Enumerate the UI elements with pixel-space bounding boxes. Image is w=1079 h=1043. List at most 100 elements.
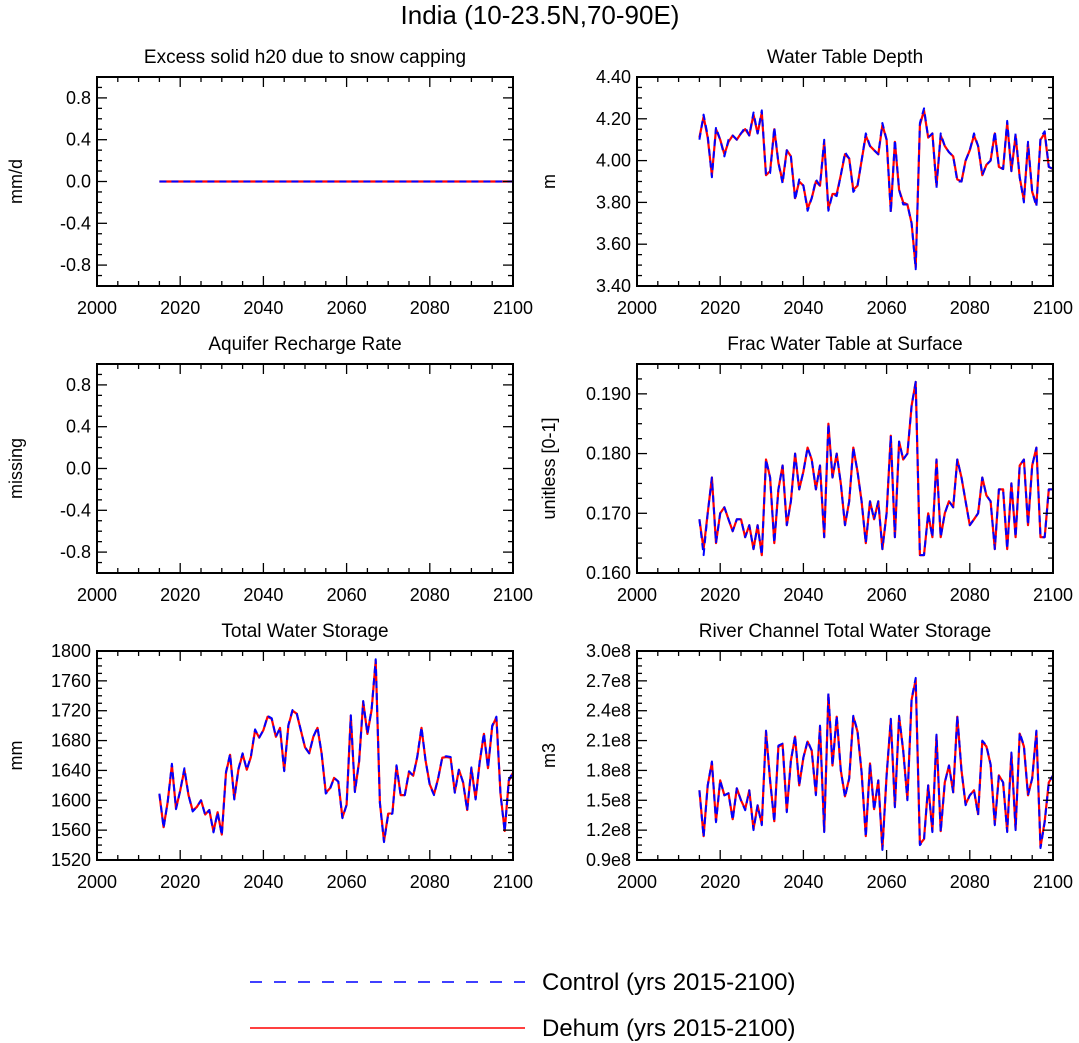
tws-series-control-line <box>158 658 514 844</box>
fracwt-xtick-label: 2040 <box>783 585 823 605</box>
tws-xtick-label: 2080 <box>410 872 450 892</box>
wtd-title: Water Table Depth <box>767 47 923 68</box>
wtd-ytick-label: 4.20 <box>596 109 631 129</box>
recharge-xtick-label: 2080 <box>410 585 450 605</box>
fracwt-ylabel: unitless [0-1] <box>539 417 559 519</box>
tws-xtick-label: 2040 <box>243 872 283 892</box>
recharge-ytick-label: -0.8 <box>60 542 91 562</box>
legend-dehum-label: Dehum (yrs 2015-2100) <box>542 1015 795 1042</box>
wtd-xtick-label: 2100 <box>1033 298 1073 318</box>
snowcap-ytick-label: -0.4 <box>60 213 91 233</box>
wtd-ylabel: m <box>539 174 559 189</box>
tws-xtick-label: 2020 <box>160 872 200 892</box>
wtd-xtick-label: 2020 <box>700 298 740 318</box>
river-ytick-label: 3.0e8 <box>586 641 631 661</box>
river-ytick-label: 0.9e8 <box>586 850 631 870</box>
recharge-xtick-label: 2020 <box>160 585 200 605</box>
snowcap-xtick-label: 2040 <box>243 298 283 318</box>
recharge-xtick-label: 2060 <box>327 585 367 605</box>
wtd-ytick-label: 3.60 <box>596 234 631 254</box>
river-ylabel: m3 <box>539 743 559 768</box>
legend-control-label: Control (yrs 2015-2100) <box>542 969 795 996</box>
recharge-plot-frame <box>96 363 514 574</box>
panels: Excess solid h20 due to snow capping 2000… <box>6 47 1073 892</box>
tws-xtick-label: 2060 <box>327 872 367 892</box>
tws-series-dehum-line <box>158 659 514 843</box>
panel-river: River Channel Total Water Storage 2000 202… <box>539 621 1073 892</box>
fracwt-series-control-line <box>698 380 1053 557</box>
wtd-plot-frame <box>636 76 1054 287</box>
river-xtick-label: 2000 <box>617 872 657 892</box>
snowcap-xtick-label: 2020 <box>160 298 200 318</box>
snowcap-ytick-label: 0.0 <box>66 172 91 192</box>
figure-title: India (10-23.5N,70-90E) <box>401 0 680 30</box>
river-plot-frame <box>636 650 1054 861</box>
tws-ytick-label: 1720 <box>51 701 91 721</box>
wtd-ytick-label: 3.40 <box>596 276 631 296</box>
river-series-dehum-line <box>698 678 1054 851</box>
snowcap-ytick-label: 0.4 <box>66 130 91 150</box>
wtd-series-control-line <box>698 107 1054 271</box>
recharge-xtick-label: 2000 <box>77 585 117 605</box>
river-xtick-label: 2080 <box>950 872 990 892</box>
wtd-ytick-label: 4.40 <box>596 67 631 87</box>
snowcap-ytick-label: 0.8 <box>66 88 91 108</box>
river-xtick-label: 2060 <box>867 872 907 892</box>
panel-snowcap: Excess solid h20 due to snow capping 2000… <box>6 47 533 318</box>
recharge-title: Aquifer Recharge Rate <box>208 334 401 355</box>
recharge-ytick-label: 0.0 <box>66 459 91 479</box>
river-xtick-label: 2020 <box>700 872 740 892</box>
tws-xtick-label: 2000 <box>77 872 117 892</box>
recharge-xtick-label: 2040 <box>243 585 283 605</box>
fracwt-xtick-label: 2100 <box>1033 585 1073 605</box>
fracwt-xtick-label: 2060 <box>867 585 907 605</box>
tws-plot-frame <box>96 650 514 861</box>
fracwt-ytick-label: 0.190 <box>586 384 631 404</box>
fracwt-xtick-label: 2080 <box>950 585 990 605</box>
tws-ytick-label: 1680 <box>51 731 91 751</box>
recharge-ytick-label: 0.8 <box>66 375 91 395</box>
wtd-series-dehum-line <box>698 109 1054 269</box>
tws-title: Total Water Storage <box>221 621 388 642</box>
river-ytick-label: 1.5e8 <box>586 790 631 810</box>
wtd-ytick-label: 4.00 <box>596 151 631 171</box>
river-xtick-label: 2040 <box>783 872 823 892</box>
fracwt-ytick-label: 0.170 <box>586 503 631 523</box>
wtd-ytick-label: 3.80 <box>596 192 631 212</box>
recharge-ytick-label: -0.4 <box>60 500 91 520</box>
river-ytick-label: 2.4e8 <box>586 701 631 721</box>
recharge-xtick-label: 2100 <box>493 585 533 605</box>
fracwt-ytick-label: 0.180 <box>586 444 631 464</box>
wtd-xtick-label: 2080 <box>950 298 990 318</box>
river-series-control-line <box>698 676 1054 851</box>
wtd-xtick-label: 2040 <box>783 298 823 318</box>
panel-tws: Total Water Storage 2000 2020 2040 2060 2080 2… <box>6 621 533 892</box>
wtd-xtick-label: 2000 <box>617 298 657 318</box>
snowcap-ylabel: mm/d <box>6 159 26 204</box>
snowcap-title: Excess solid h20 due to snow capping <box>144 47 466 68</box>
wtd-xtick-label: 2060 <box>867 298 907 318</box>
tws-ytick-label: 1520 <box>51 850 91 870</box>
river-ytick-label: 1.2e8 <box>586 820 631 840</box>
fracwt-title: Frac Water Table at Surface <box>727 334 963 355</box>
snowcap-xtick-label: 2100 <box>493 298 533 318</box>
panel-fracwt: Frac Water Table at Surface 2000 2020 2040 2… <box>539 334 1073 605</box>
recharge-ytick-label: 0.4 <box>66 417 91 437</box>
river-ytick-label: 1.8e8 <box>586 760 631 780</box>
tws-xtick-label: 2100 <box>493 872 533 892</box>
fracwt-xtick-label: 2000 <box>617 585 657 605</box>
snowcap-xtick-label: 2060 <box>327 298 367 318</box>
fracwt-series-dehum-line <box>698 380 1053 557</box>
river-ytick-label: 2.1e8 <box>586 731 631 751</box>
river-xtick-label: 2100 <box>1033 872 1073 892</box>
tws-ytick-label: 1760 <box>51 671 91 691</box>
panel-wtd: Water Table Depth 2000 2020 2040 2060 2080 210… <box>539 47 1073 318</box>
snowcap-xtick-label: 2080 <box>410 298 450 318</box>
tws-ytick-label: 1600 <box>51 790 91 810</box>
legend: Control (yrs 2015-2100) Dehum (yrs 2015-… <box>250 969 795 1042</box>
snowcap-xtick-label: 2000 <box>77 298 117 318</box>
tws-ytick-label: 1640 <box>51 760 91 780</box>
tws-ytick-label: 1800 <box>51 641 91 661</box>
snowcap-ytick-label: -0.8 <box>60 255 91 275</box>
